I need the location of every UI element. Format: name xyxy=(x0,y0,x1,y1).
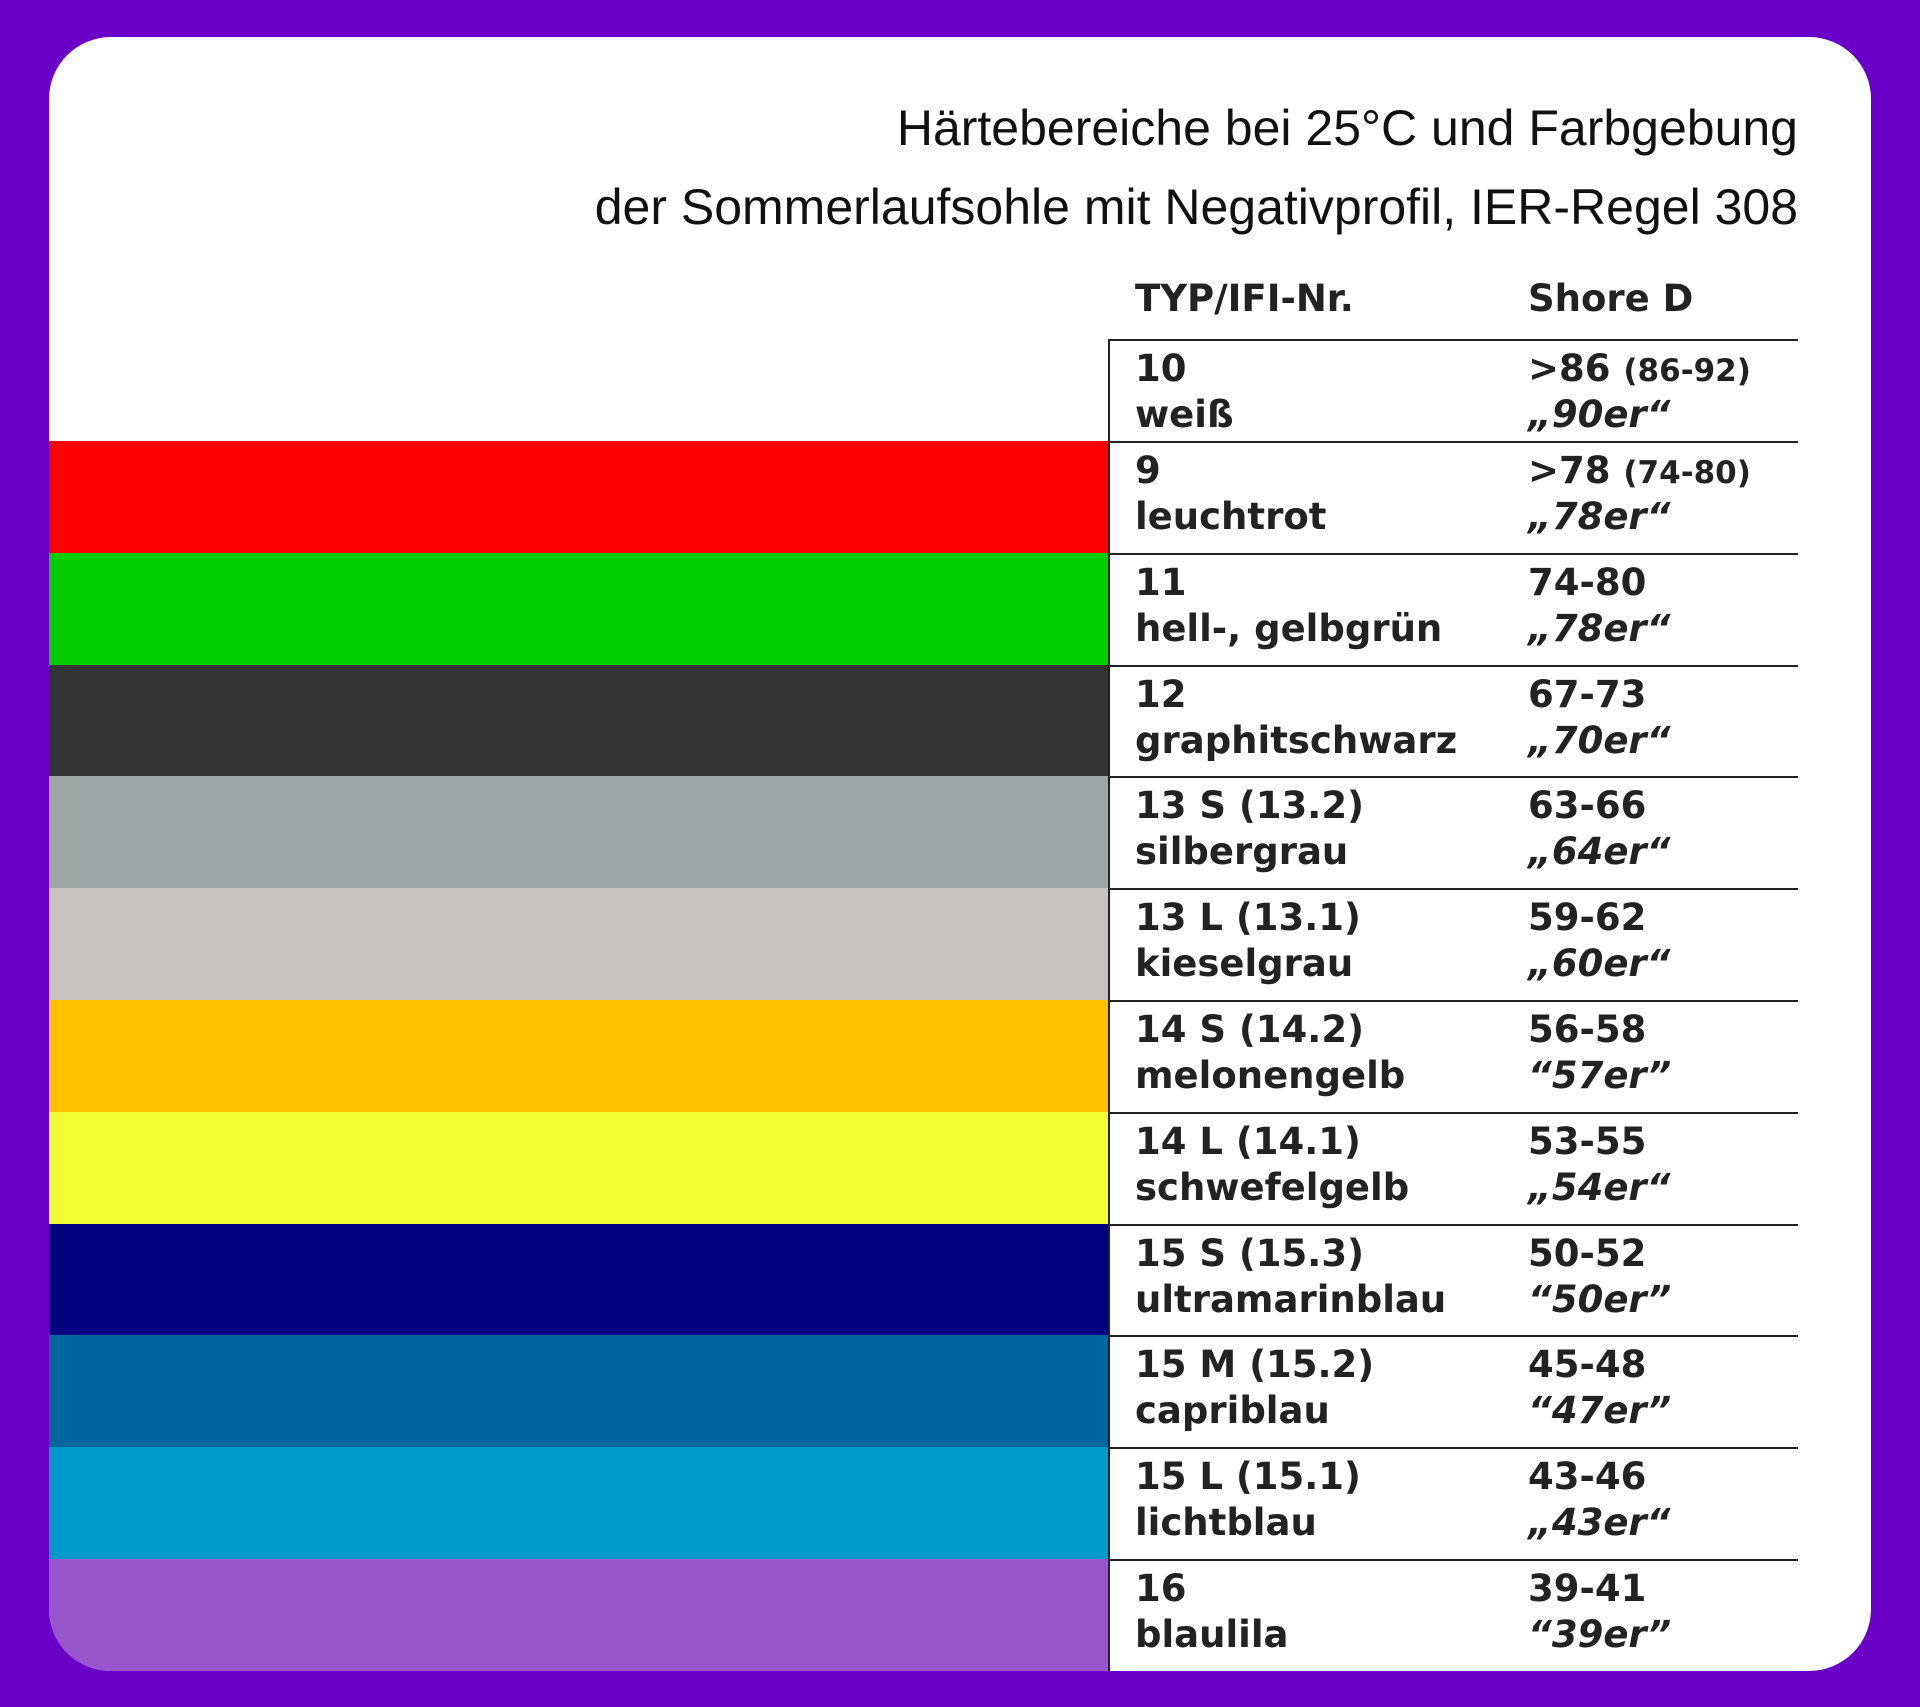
color-band xyxy=(49,888,1108,1000)
nickname: “39er” xyxy=(1528,1613,1672,1656)
color-band xyxy=(49,441,1108,553)
color-name: weiß xyxy=(1135,393,1234,436)
table-row: 15 S (15.3) ultramarinblau 50-52 “50er” xyxy=(1108,1223,1798,1338)
range: 39-41 xyxy=(1528,1567,1647,1610)
range: 45-48 xyxy=(1528,1343,1647,1387)
color-name: kieselgrau xyxy=(1135,942,1354,986)
nickname: „43er“ xyxy=(1528,1501,1671,1545)
card: Härtebereiche bei 25°C und Farbgebung de… xyxy=(49,37,1871,1671)
range: 63-66 xyxy=(1528,784,1647,828)
nickname: „64er“ xyxy=(1528,830,1671,874)
nickname: „78er“ xyxy=(1528,495,1671,538)
color-band xyxy=(49,1223,1108,1336)
shore-range: 63-66 xyxy=(1528,784,1646,828)
table-row: 10 weiß >86 (86-92) „90er“ xyxy=(1108,339,1798,443)
range: 59-62 xyxy=(1528,896,1647,940)
title: Härtebereiche bei 25°C und Farbgebung xyxy=(896,100,1798,156)
type-number: 16 xyxy=(1135,1567,1187,1610)
table-row: 14 L (14.1) schwefelgelb 53-55 „54er“ xyxy=(1108,1111,1798,1226)
shore-range: 59-62 xyxy=(1528,896,1646,940)
table-row: 9 leuchtrot >78 (74-80) „78er“ xyxy=(1108,441,1798,555)
table-row: 16 blaulila 39-41 “39er” xyxy=(1108,1559,1798,1671)
shore-range: 74-80 xyxy=(1528,561,1646,605)
table-row: 13 L (13.1) kieselgrau 59-62 „60er“ xyxy=(1108,888,1798,1002)
color-name: schwefelgelb xyxy=(1135,1165,1410,1209)
nickname: „70er“ xyxy=(1528,718,1671,762)
color-band xyxy=(49,552,1108,665)
color-name: graphitschwarz xyxy=(1135,718,1458,762)
color-band xyxy=(49,339,1108,441)
range: 56-58 xyxy=(1528,1008,1647,1051)
type-number: 12 xyxy=(1135,672,1187,716)
shore-range: 45-48 xyxy=(1528,1343,1646,1387)
nickname: “47er” xyxy=(1528,1389,1672,1433)
type-number: 15 M (15.2) xyxy=(1135,1343,1375,1387)
color-name: lichtblau xyxy=(1135,1501,1317,1545)
type-number: 15 S (15.3) xyxy=(1135,1231,1365,1275)
range-note: (74-80) xyxy=(1623,455,1751,491)
shore-range: 67-73 xyxy=(1528,673,1646,717)
color-name: capriblau xyxy=(1135,1389,1330,1433)
column-header: Shore D xyxy=(1528,277,1694,320)
type-number: 14 S (14.2) xyxy=(1135,1008,1365,1051)
shore-range: >86 (86-92) xyxy=(1528,347,1751,393)
nickname: “50er” xyxy=(1528,1277,1672,1321)
range: 43-46 xyxy=(1528,1455,1647,1499)
nickname: „78er“ xyxy=(1528,606,1671,650)
type-number: 13 L (13.1) xyxy=(1135,896,1361,940)
table-row: 13 S (13.2) silbergrau 63-66 „64er“ xyxy=(1108,776,1798,891)
nickname: „54er“ xyxy=(1528,1165,1671,1209)
shore-range: 53-55 xyxy=(1528,1120,1646,1164)
column-header: TYP/IFI-Nr. xyxy=(1135,277,1354,320)
nickname: „60er“ xyxy=(1528,942,1671,986)
range: 53-55 xyxy=(1528,1119,1647,1163)
color-band xyxy=(49,776,1108,889)
color-band xyxy=(49,1111,1108,1224)
shore-range: 56-58 xyxy=(1528,1008,1646,1052)
range: >78 xyxy=(1528,449,1611,492)
nickname: “57er” xyxy=(1528,1054,1672,1097)
color-name: ultramarinblau xyxy=(1135,1277,1447,1321)
color-name: blaulila xyxy=(1135,1613,1289,1656)
color-band xyxy=(49,1559,1108,1671)
shore-range: 43-46 xyxy=(1528,1455,1646,1499)
color-band xyxy=(49,664,1108,777)
range: 50-52 xyxy=(1528,1231,1647,1275)
color-name: melonengelb xyxy=(1135,1054,1406,1097)
table-row: 15 L (15.1) lichtblau 43-46 „43er“ xyxy=(1108,1447,1798,1561)
color-band xyxy=(49,1000,1108,1112)
table-row: 12 graphitschwarz 67-73 „70er“ xyxy=(1108,664,1798,779)
type-number: 14 L (14.1) xyxy=(1135,1119,1361,1163)
range: 74-80 xyxy=(1528,560,1647,604)
title: der Sommerlaufsohle mit Negativprofil, I… xyxy=(594,179,1798,235)
type-number: 10 xyxy=(1135,347,1187,390)
color-name: leuchtrot xyxy=(1135,495,1327,538)
range-note: (86-92) xyxy=(1623,353,1751,389)
nickname: „90er“ xyxy=(1528,393,1671,436)
color-name: hell-, gelbgrün xyxy=(1135,606,1443,650)
range: 67-73 xyxy=(1528,672,1647,716)
color-band xyxy=(49,1447,1108,1559)
color-name: silbergrau xyxy=(1135,830,1349,874)
type-number: 9 xyxy=(1135,449,1161,492)
range: >86 xyxy=(1528,347,1611,390)
shore-range: 39-41 xyxy=(1528,1567,1646,1611)
type-number: 13 S (13.2) xyxy=(1135,784,1365,828)
color-band xyxy=(49,1335,1108,1448)
table-row: 15 M (15.2) capriblau 45-48 “47er” xyxy=(1108,1335,1798,1450)
shore-range: >78 (74-80) xyxy=(1528,449,1751,495)
shore-range: 50-52 xyxy=(1528,1232,1646,1276)
table-row: 14 S (14.2) melonengelb 56-58 “57er” xyxy=(1108,1000,1798,1114)
type-number: 15 L (15.1) xyxy=(1135,1455,1361,1499)
type-number: 11 xyxy=(1135,560,1187,604)
table-row: 11 hell-, gelbgrün 74-80 „78er“ xyxy=(1108,552,1798,667)
